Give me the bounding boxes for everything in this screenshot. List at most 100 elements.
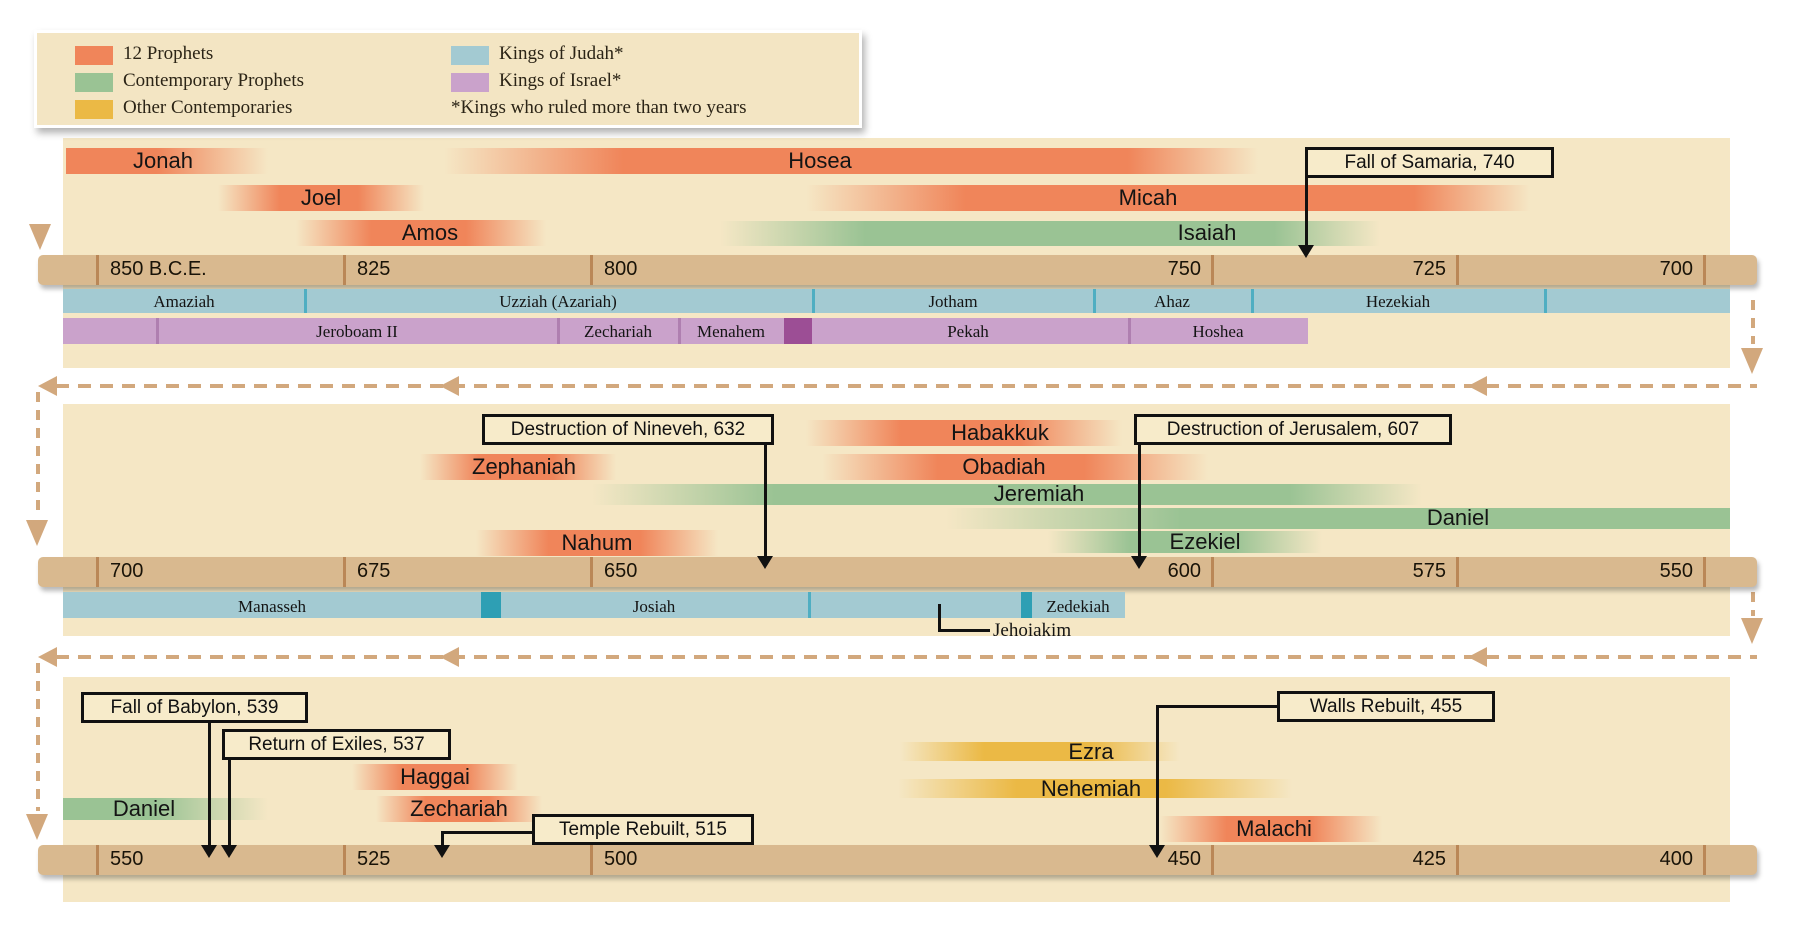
callout-label-jehoiakim: Jehoiakim xyxy=(993,620,1072,641)
legend-swatch-other-contemporaries xyxy=(75,100,113,119)
bar-amos xyxy=(296,220,546,246)
king-ahaz: Ahaz xyxy=(1154,292,1190,311)
band3-axis: 550 525 500 450 425 400 xyxy=(38,845,1757,875)
band2-axis-label-675: 675 xyxy=(357,560,391,582)
band3-axis-label-425: 425 xyxy=(1412,848,1446,870)
band2-tick-575 xyxy=(1456,557,1459,587)
bar-label-daniel-band2: Daniel xyxy=(1426,505,1490,530)
bar-label-zephaniah: Zephaniah xyxy=(472,454,576,479)
bar-hosea xyxy=(444,148,1258,174)
band1-judah-divider-1 xyxy=(304,289,307,313)
band2-axis-label-700: 700 xyxy=(110,560,144,582)
band1-israel-divider-3 xyxy=(678,318,681,344)
event-label-walls-rebuilt: Walls Rebuilt, 455 xyxy=(1309,695,1463,717)
bar-label-ezekiel: Ezekiel xyxy=(1169,529,1241,554)
bar-label-zechariah-prophet: Zechariah xyxy=(410,796,508,821)
event-arrowhead-walls-rebuilt xyxy=(1149,845,1165,858)
bar-nahum xyxy=(476,530,718,556)
event-line-walls-rebuilt-horizontal xyxy=(1156,705,1277,708)
bar-label-isaiah: Isaiah xyxy=(1177,220,1237,245)
king-hoshea: Hoshea xyxy=(1192,322,1244,341)
event-line-destruction-of-jerusalem xyxy=(1138,445,1141,557)
event-arrowhead-fall-of-babylon xyxy=(201,845,217,858)
bar-label-jonah: Jonah xyxy=(133,148,193,173)
band1-judah-divider-4 xyxy=(1251,289,1254,313)
band1-axis-label-850: 850 B.C.E. xyxy=(110,258,207,280)
event-line-fall-of-samaria xyxy=(1305,178,1308,246)
bar-haggai xyxy=(352,764,518,790)
legend-label-12-prophets: 12 Prophets xyxy=(123,43,214,64)
bar-nehemiah xyxy=(898,779,1292,798)
band3-tick-525 xyxy=(343,845,346,875)
bar-daniel-band2 xyxy=(946,508,1730,529)
band1-tick-750 xyxy=(1211,255,1214,285)
king-menahem: Menahem xyxy=(697,322,765,341)
band3-tick-425 xyxy=(1456,845,1459,875)
band2-axis: 700 675 650 600 575 550 xyxy=(38,557,1757,587)
flow-arrow-left-sep1-a xyxy=(38,376,57,396)
bar-zechariah-prophet xyxy=(376,796,542,822)
band3-tick-400 xyxy=(1703,845,1706,875)
band1-tick-725 xyxy=(1456,255,1459,285)
band1-judah-divider-2 xyxy=(812,289,815,313)
band2-tick-600 xyxy=(1211,557,1214,587)
band1-tick-825 xyxy=(343,255,346,285)
bar-obadiah xyxy=(822,454,1208,480)
bar-malachi xyxy=(1160,816,1382,842)
event-arrowhead-fall-of-samaria xyxy=(1298,245,1314,258)
band3-axis-label-550: 550 xyxy=(110,848,144,870)
band3-axis-label-450: 450 xyxy=(1167,848,1201,870)
flow-arrow-left-sep1-b xyxy=(440,376,459,396)
flow-dash-left-to-band2 xyxy=(36,392,40,518)
flow-arrow-left-sep2-c xyxy=(1468,647,1487,667)
flow-arrow-down-band2-left xyxy=(26,520,48,546)
band1-tick-850 xyxy=(96,255,99,285)
band2-axis-label-575: 575 xyxy=(1412,560,1446,582)
event-line-destruction-of-nineveh xyxy=(764,445,767,557)
bar-label-amos: Amos xyxy=(401,220,459,245)
callout-line-jehoiakim-horizontal xyxy=(938,629,990,632)
event-label-fall-of-samaria: Fall of Samaria, 740 xyxy=(1344,151,1515,173)
bar-label-nahum: Nahum xyxy=(561,530,633,555)
bar-label-jeremiah: Jeremiah xyxy=(993,481,1085,506)
bar-joel xyxy=(218,185,424,211)
bar-label-nehemiah: Nehemiah xyxy=(1040,776,1142,801)
legend-label-other-contemporaries: Other Contemporaries xyxy=(123,97,293,118)
flow-arrow-down-band2-right xyxy=(1741,618,1763,644)
bar-ezra xyxy=(900,742,1180,761)
king-uzziah: Uzziah (Azariah) xyxy=(499,292,617,311)
event-box-walls-rebuilt: Walls Rebuilt, 455 xyxy=(1277,691,1495,722)
bar-label-haggai: Haggai xyxy=(400,764,470,789)
king-amaziah: Amaziah xyxy=(153,292,215,311)
king-manasseh: Manasseh xyxy=(238,597,306,616)
flow-arrow-down-band3-left xyxy=(26,814,48,840)
bar-isaiah xyxy=(720,221,1380,246)
legend-swatch-kings-of-israel xyxy=(451,73,489,92)
band3-axis-label-525: 525 xyxy=(357,848,391,870)
band1-judah-row xyxy=(63,289,1730,313)
event-box-fall-of-babylon: Fall of Babylon, 539 xyxy=(81,692,308,723)
event-line-temple-rebuilt-horizontal xyxy=(441,831,532,834)
band3-tick-500 xyxy=(590,845,593,875)
band3-tick-550 xyxy=(96,845,99,875)
flow-dash-separator-1 xyxy=(56,384,1757,388)
band1-israel-short-reigns-block xyxy=(784,318,812,344)
flow-arrow-down-band1-right xyxy=(1741,348,1763,374)
legend-label-kings-of-judah: Kings of Judah* xyxy=(499,43,624,64)
bar-label-obadiah: Obadiah xyxy=(962,454,1046,479)
band1-axis-label-725: 725 xyxy=(1412,258,1446,280)
flow-arrow-left-sep1-c xyxy=(1468,376,1487,396)
band1-tick-800 xyxy=(590,255,593,285)
band2-tick-650 xyxy=(590,557,593,587)
band2-tick-700 xyxy=(96,557,99,587)
flow-dash-left-to-band3 xyxy=(36,663,40,811)
band1-axis: 850 B.C.E. 825 800 750 725 700 xyxy=(38,255,1757,285)
bar-label-daniel-band3: Daniel xyxy=(112,796,176,821)
callout-line-jehoiakim-vertical xyxy=(938,604,941,632)
event-box-destruction-of-jerusalem: Destruction of Jerusalem, 607 xyxy=(1134,414,1452,445)
band3-tick-450 xyxy=(1211,845,1214,875)
legend-swatch-kings-of-judah xyxy=(451,46,489,65)
band2-axis-label-550: 550 xyxy=(1659,560,1693,582)
king-hezekiah: Hezekiah xyxy=(1365,292,1431,311)
